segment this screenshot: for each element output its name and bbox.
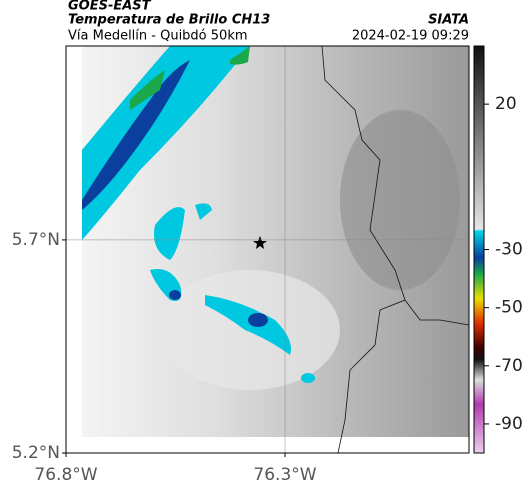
colorbar-tick-label: -30 [495, 240, 523, 260]
map-image [82, 45, 470, 454]
colorbar-tick-label: -70 [495, 356, 523, 376]
colorbar-tick-label: -50 [495, 298, 523, 318]
frame [65, 45, 470, 454]
timestamp: 2024-02-19 09:29 [352, 29, 469, 44]
subtitle: Vía Medellín - Quibdó 50km [68, 29, 248, 44]
x-tick-label: 76.8°W [34, 465, 97, 485]
colorbar-tick-label: -90 [495, 414, 523, 434]
org: SIATA [428, 13, 469, 28]
y-tick-label: 5.2°N [12, 443, 60, 463]
x-tick-label: 76.3°W [253, 465, 316, 485]
title: Temperatura de Brillo CH13 [68, 13, 270, 28]
colorbar-tick-label: 20 [495, 94, 517, 114]
colorbar [473, 45, 485, 454]
y-tick-label: 5.7°N [12, 230, 60, 250]
source: GOES-EAST [68, 0, 152, 14]
